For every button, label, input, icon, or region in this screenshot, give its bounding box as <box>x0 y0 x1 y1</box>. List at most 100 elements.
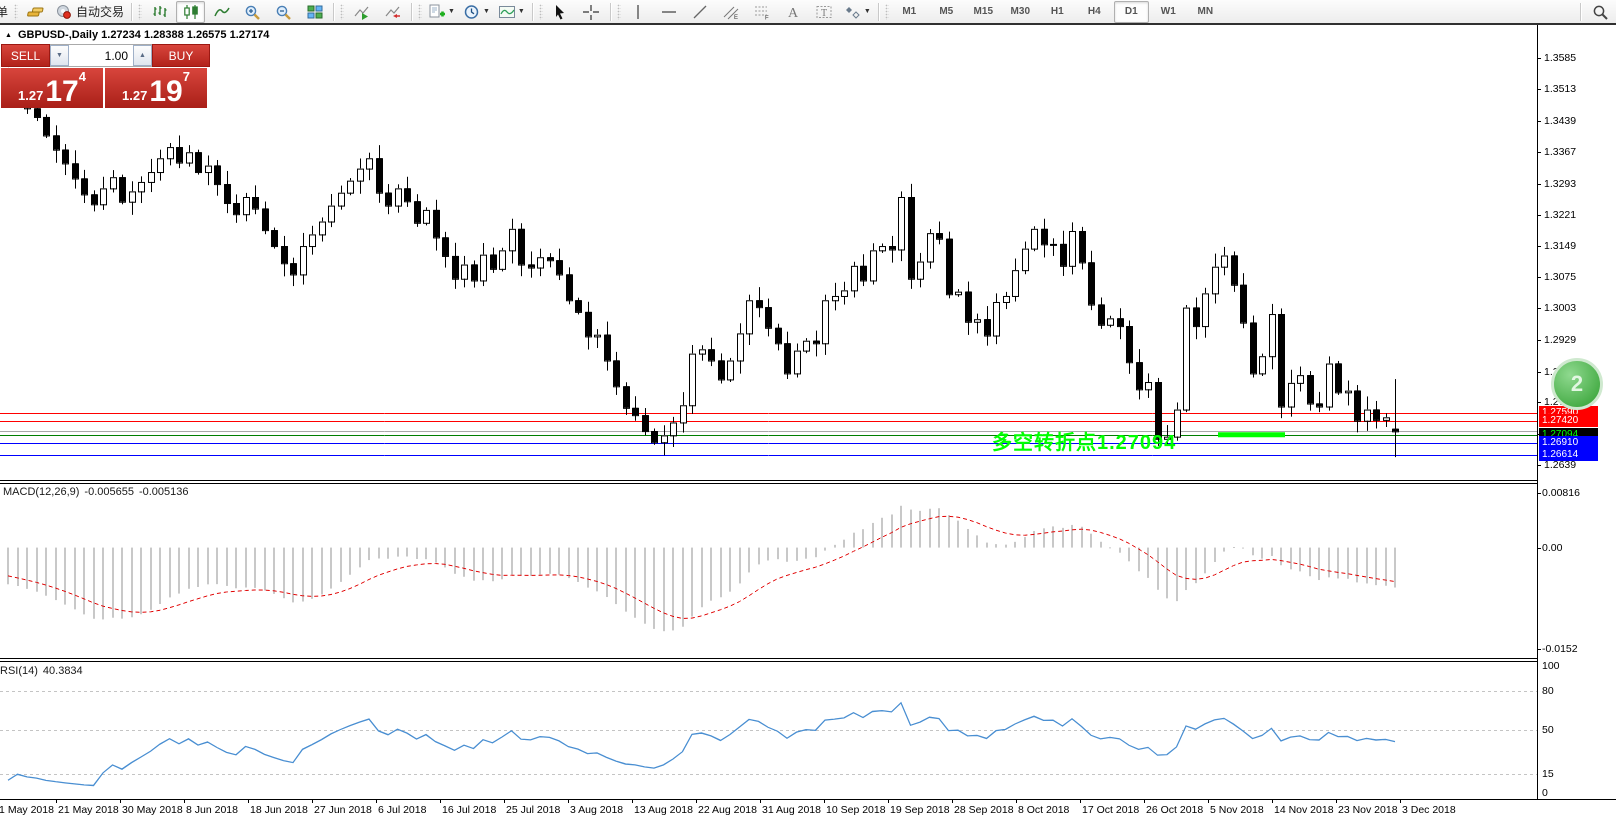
cursor-button[interactable] <box>546 1 575 23</box>
volume-up-button[interactable]: ▲ <box>133 45 152 66</box>
tile-windows-button[interactable] <box>300 1 329 23</box>
volume-field[interactable]: 1.00 <box>104 48 128 63</box>
date-label: 26 Oct 2018 <box>1146 804 1204 816</box>
new-order-partial-label[interactable]: 单 <box>0 3 8 20</box>
date-tick <box>248 800 249 803</box>
panel-splitter[interactable] <box>0 658 1616 662</box>
buy-button[interactable]: BUY <box>152 44 210 67</box>
toolbar-separator <box>531 2 534 21</box>
toolbar-drag-handle[interactable] <box>340 3 345 20</box>
text-label-button[interactable]: T <box>810 1 839 23</box>
tf-m30[interactable]: M30 <box>1010 6 1030 17</box>
date-label: 6 Jul 2018 <box>378 804 427 816</box>
buy-price-display[interactable]: 1.27 19 7 <box>105 68 207 108</box>
rsi-axis-label: 80 <box>1542 685 1554 698</box>
date-label: 30 May 2018 <box>122 804 183 816</box>
date-tick <box>1016 800 1017 803</box>
auto-scroll-button[interactable] <box>347 1 376 23</box>
volume-down-button[interactable]: ▼ <box>50 45 69 66</box>
search-button[interactable] <box>1586 1 1615 23</box>
chevron-down-icon: ▼ <box>863 8 871 15</box>
svg-text:T: T <box>821 8 827 19</box>
date-tick <box>952 800 953 803</box>
price-tick-label: 1.3293 <box>1544 177 1577 190</box>
axis-tick <box>1537 214 1541 216</box>
date-label: 8 Oct 2018 <box>1018 804 1070 816</box>
line-chart-button[interactable] <box>207 1 236 23</box>
sell-price-display[interactable]: 1.27 17 4 <box>1 68 103 108</box>
bar-chart-button[interactable] <box>145 1 174 23</box>
new-order-button[interactable]: ▼ <box>425 1 458 23</box>
vertical-line-button[interactable] <box>624 1 653 23</box>
chevron-down-icon: ▼ <box>517 8 525 15</box>
date-tick <box>1272 800 1273 803</box>
text-button[interactable]: A <box>779 1 808 23</box>
buy-price-prefix: 1.27 <box>122 88 148 103</box>
rsi-axis-label: 50 <box>1542 723 1554 736</box>
axis-tick <box>1537 340 1541 342</box>
candlestick-button[interactable] <box>176 0 206 23</box>
price-tick-label: 1.2929 <box>1544 334 1577 347</box>
trendline-button[interactable] <box>686 1 715 23</box>
macd-label: MACD(12,26,9) -0.005655 -0.005136 <box>3 486 189 498</box>
tf-h4[interactable]: H4 <box>1087 6 1101 17</box>
rsi-subchart[interactable] <box>0 662 1537 799</box>
arrows-button[interactable]: ▼ <box>841 1 874 23</box>
date-label: 17 Oct 2018 <box>1082 804 1140 816</box>
zoom-in-button[interactable] <box>238 1 267 23</box>
macd-axis-label: 0.00816 <box>1542 486 1580 499</box>
crosshair-button[interactable] <box>577 1 606 23</box>
tf-w1[interactable]: W1 <box>1160 6 1176 17</box>
tf-m5[interactable]: M5 <box>939 6 954 17</box>
sell-button[interactable]: SELL <box>1 44 50 67</box>
candlestick-chart[interactable] <box>0 25 1537 480</box>
chart-title: ▲ GBPUSD-,Daily 1.27234 1.28388 1.26575 … <box>5 29 269 41</box>
period-button[interactable]: ▼ <box>460 1 493 23</box>
toolbar-drag-handle[interactable] <box>418 3 423 20</box>
date-label: 18 Jun 2018 <box>250 804 308 816</box>
svg-text:A: A <box>788 6 799 20</box>
rsi-label: RSI(14) 40.3834 <box>0 665 83 677</box>
horizontal-line-button[interactable] <box>655 1 684 23</box>
sell-price-big: 17 <box>45 75 79 108</box>
price-axis[interactable]: 1.3585 1.3513 1.3439 1.3367 1.3293 1.3221 1.31… <box>1537 25 1616 799</box>
indicators-button[interactable]: ▼ <box>495 1 528 23</box>
price-level-tag: 1.26614 <box>1539 448 1598 462</box>
autotrade-button[interactable]: 自动交易 <box>52 1 127 23</box>
market-watch-button[interactable] <box>21 1 50 23</box>
date-tick <box>56 800 57 803</box>
chart-shift-button[interactable] <box>378 1 407 23</box>
toolbar-drag-handle[interactable] <box>538 3 543 20</box>
axis-tick <box>1537 649 1541 651</box>
toolbar-drag-handle[interactable] <box>138 3 143 20</box>
tf-m1[interactable]: M1 <box>902 6 917 17</box>
toolbar-drag-handle[interactable] <box>14 3 19 20</box>
date-tick <box>696 800 697 803</box>
macd-subchart[interactable] <box>0 484 1537 658</box>
date-label: 5 Nov 2018 <box>1210 804 1264 816</box>
panel-splitter[interactable] <box>0 480 1616 484</box>
date-tick <box>760 800 761 803</box>
equidistant-channel-button[interactable]: E <box>717 1 746 23</box>
rsi-value: 40.3834 <box>42 665 83 677</box>
tf-d1[interactable]: D1 <box>1113 0 1149 23</box>
date-tick <box>312 800 313 803</box>
tf-m15[interactable]: M15 <box>973 6 993 17</box>
chart-symbol-period: GBPUSD-,Daily <box>18 29 99 41</box>
toolbar-drag-handle[interactable] <box>884 3 889 20</box>
rsi-axis-label: 0 <box>1542 787 1548 799</box>
scroll-group <box>346 0 408 23</box>
axis-tick <box>1537 58 1541 59</box>
fibonacci-button[interactable]: F <box>748 1 777 23</box>
chart-ohlc: 1.27234 1.28388 1.26575 1.27174 <box>101 29 270 41</box>
tf-h1[interactable]: H1 <box>1050 6 1064 17</box>
macd-main-value: -0.005655 <box>84 486 134 498</box>
date-label: 21 May 2018 <box>58 804 119 816</box>
tf-mn[interactable]: MN <box>1197 6 1214 17</box>
zoom-out-button[interactable] <box>269 1 298 23</box>
green-badge[interactable]: 2 <box>1551 358 1603 410</box>
date-tick <box>440 800 441 803</box>
toolbar-drag-handle[interactable] <box>616 3 621 20</box>
date-tick <box>504 800 505 803</box>
